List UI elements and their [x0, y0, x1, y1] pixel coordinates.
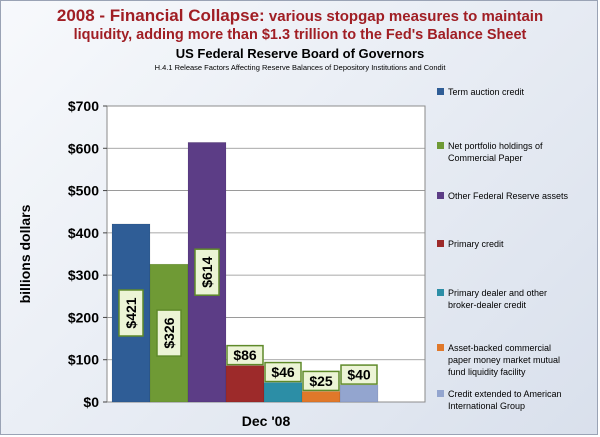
legend-swatch [437, 192, 444, 199]
legend-label: Term auction credit [448, 86, 598, 98]
legend-swatch [437, 390, 444, 397]
chart-source-note: H.4.1 Release Factors Affecting Reserve … [154, 63, 446, 72]
chart-subtitle: US Federal Reserve Board of Governors [175, 46, 425, 61]
legend-swatch [437, 240, 444, 247]
legend-label-line: paper money market mutual [448, 355, 561, 365]
y-tick-label: $500 [68, 183, 99, 199]
legend-label: Asset-backed commercial paper money marke… [448, 342, 598, 378]
legend-label-line: Primary credit [448, 239, 504, 249]
data-label-1-box [118, 289, 144, 337]
data-label-3: $614 [199, 256, 215, 287]
legend-label-line: International Group [448, 401, 526, 411]
legend-label-line: Net portfolio holdings of [448, 141, 543, 151]
chart-title-line-1: 2008 - Financial Collapse: various stopg… [0, 6, 600, 26]
data-label-6-box [302, 370, 340, 392]
data-label-4-box [226, 344, 264, 366]
y-tick-label: $600 [68, 140, 99, 156]
bar-7 [339, 384, 379, 403]
chart-title-rest: various stopgap measures to maintain [268, 8, 544, 25]
data-label-6: $25 [309, 373, 333, 389]
legend-label: Other Federal Reserve assets [448, 190, 598, 202]
legend-label-line: Credit extended to American [448, 389, 562, 399]
data-label-1: $421 [123, 297, 139, 328]
legend-label-line: Commercial Paper [448, 153, 523, 163]
y-tick-label: $400 [68, 225, 99, 241]
legend-swatch [437, 142, 444, 149]
legend-label: Primary credit [448, 238, 598, 250]
y-tick-label: $300 [68, 267, 99, 283]
data-label-4: $86 [233, 347, 257, 363]
bar-4 [225, 365, 265, 403]
chart-title-lead: 2008 - Financial Collapse: [56, 6, 265, 25]
legend-label: Primary dealer and other broker-dealer cr… [448, 287, 598, 311]
data-label-2: $326 [161, 317, 177, 348]
y-tick-label: $200 [68, 309, 99, 325]
y-tick-label: $700 [68, 98, 99, 114]
y-tick-label: $0 [83, 394, 99, 410]
legend-label-line: Primary dealer and other [448, 288, 548, 298]
y-axis-label: billions dollars [17, 204, 33, 303]
data-label-2-box [156, 309, 182, 357]
data-label-7-box [340, 364, 378, 385]
bar-6 [301, 391, 341, 403]
legend-swatch [437, 289, 444, 296]
y-tick-label: $100 [68, 352, 99, 368]
legend-label-line: Asset-backed commercial [448, 343, 552, 353]
data-label-3-box [194, 248, 220, 296]
legend-label: Credit extended to American International… [448, 388, 598, 412]
legend-label-line: Term auction credit [448, 87, 525, 97]
bar-5 [263, 382, 303, 403]
legend-label: Net portfolio holdings of Commercial Pape… [448, 140, 598, 164]
legend-swatch [437, 88, 444, 95]
chart-title-line-2: liquidity, adding more than $1.3 trillio… [73, 27, 527, 43]
legend-label-line: Other Federal Reserve assets [448, 191, 569, 201]
data-label-7: $40 [347, 367, 371, 383]
legend-label-line: fund liquidity facility [448, 367, 526, 377]
data-label-5-box [264, 361, 302, 383]
x-axis-label: Dec '08 [242, 413, 291, 429]
legend-label-line: broker-dealer credit [448, 300, 527, 310]
data-label-5: $46 [271, 364, 295, 380]
legend-swatch [437, 344, 444, 351]
